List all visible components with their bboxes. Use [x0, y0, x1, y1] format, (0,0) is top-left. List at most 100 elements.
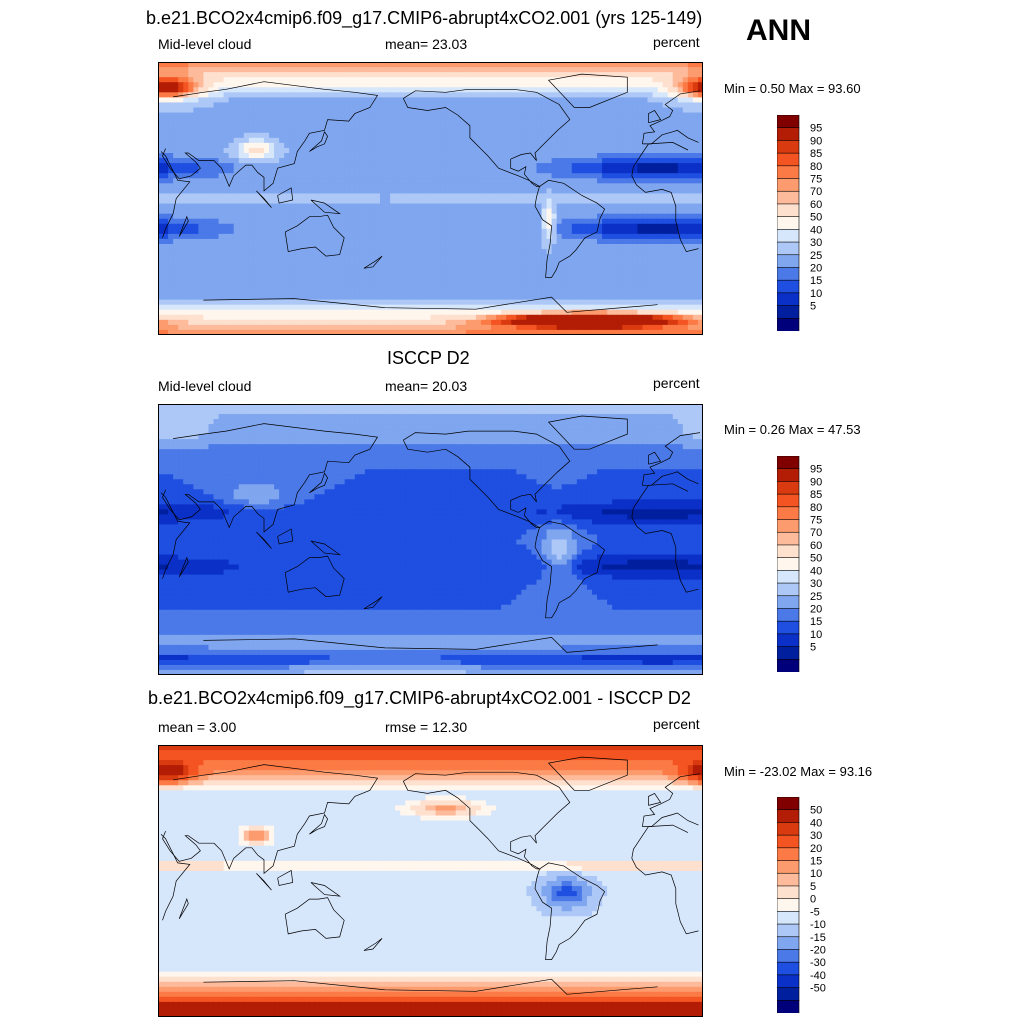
- colorbar-tick-label: 70: [810, 186, 822, 198]
- panel-model-mean-label: mean= 23.03: [385, 36, 468, 52]
- colorbar-tick-label: 60: [810, 199, 822, 211]
- colorbar-box: [777, 254, 800, 269]
- colorbar-box: [777, 974, 800, 989]
- coastlines: [160, 756, 701, 995]
- colorbar-box: [777, 911, 800, 925]
- panel-model-map: [158, 62, 703, 335]
- colorbar-box: [777, 822, 800, 836]
- colorbar-box: [777, 809, 800, 824]
- colorbar-tick-label: 0: [810, 894, 816, 906]
- colorbar-tick-label: -20: [810, 944, 826, 956]
- colorbar-box: [777, 620, 800, 635]
- colorbar-tick-label: 85: [810, 148, 822, 160]
- colorbar-tick-label: 50: [810, 212, 822, 224]
- colorbar-box: [777, 570, 800, 584]
- colorbar-tick-label: 75: [810, 174, 822, 186]
- colorbar-tick-label: 20: [810, 603, 822, 615]
- colorbar-tick-label: 10: [810, 629, 822, 641]
- colorbar-tick-label: 85: [810, 489, 822, 501]
- colorbar-tick-label: 5: [810, 301, 816, 313]
- panel-obs-map: [158, 404, 703, 675]
- panel-model-minmax: Min = 0.50 Max = 93.60: [724, 81, 861, 96]
- panel-diff-map: [158, 745, 703, 1017]
- colorbar-tick-label: -40: [810, 970, 826, 982]
- colorbar-tick-label: 50: [810, 805, 822, 817]
- colorbar-box: [777, 872, 800, 887]
- colorbar-tick-label: 25: [810, 250, 822, 262]
- colorbar-box: [777, 885, 800, 900]
- colorbar-box: [777, 961, 800, 976]
- colorbar-box: [777, 519, 800, 533]
- colorbar-tick-label: -50: [810, 983, 826, 995]
- colorbar-box: [777, 203, 800, 218]
- colorbar-tick-label: 5: [810, 642, 816, 654]
- colorbar-box: [777, 595, 800, 610]
- colorbar-tick-label: 25: [810, 591, 822, 603]
- field-contours: [158, 745, 703, 1017]
- colorbar-tick-label: 50: [810, 553, 822, 565]
- colorbar-box: [777, 140, 800, 154]
- colorbar-tick-label: 40: [810, 817, 822, 829]
- colorbar-box: [777, 531, 800, 546]
- colorbar-box: [777, 557, 800, 572]
- panel-model-units-label: percent: [653, 34, 700, 50]
- colorbar-tick-label: 5: [810, 881, 816, 893]
- colorbar-box: [777, 468, 800, 483]
- season-label: ANN: [746, 14, 811, 47]
- colorbar-box: [777, 506, 800, 521]
- panel-obs-title: ISCCP D2: [387, 348, 470, 368]
- colorbar-tick-label: 10: [810, 288, 822, 300]
- panel-obs-mean-label: mean= 20.03: [385, 378, 468, 394]
- field-contours: [158, 62, 703, 335]
- colorbar-box: [777, 898, 800, 913]
- colorbar-tick-label: 95: [810, 464, 822, 476]
- colorbar-tick-label: 95: [810, 123, 822, 135]
- colorbar-box: [777, 292, 800, 307]
- colorbar-box: [777, 279, 800, 294]
- colorbar-tick-label: 80: [810, 161, 822, 173]
- panel-model-title: b.e21.BCO2x4cmip6.f09_g17.CMIP6-abrupt4x…: [146, 8, 703, 28]
- colorbar-box: [777, 127, 800, 142]
- colorbar-box: [777, 797, 800, 811]
- colorbar-box: [777, 608, 800, 622]
- colorbar-box: [777, 987, 800, 1001]
- colorbar-box: [777, 216, 800, 231]
- colorbar-box: [777, 633, 800, 648]
- colorbar-box: [777, 178, 800, 192]
- coastlines: [160, 73, 701, 313]
- colorbar-box: [777, 267, 800, 281]
- colorbar-tick-label: -5: [810, 906, 820, 918]
- colorbar-box: [777, 999, 800, 1013]
- panel-diff-title: b.e21.BCO2x4cmip6.f09_g17.CMIP6-abrupt4x…: [148, 688, 691, 708]
- colorbar-box: [777, 847, 800, 862]
- map-frame: [158, 62, 703, 335]
- colorbar-box: [777, 544, 800, 559]
- colorbar-box: [777, 317, 800, 331]
- colorbar-tick-label: 30: [810, 830, 822, 842]
- colorbar-tick-label: 15: [810, 616, 822, 628]
- map-frame: [158, 745, 703, 1017]
- colorbar-tick-label: 30: [810, 578, 822, 590]
- colorbar-box: [777, 456, 800, 470]
- panel-model-left-label: Mid-level cloud: [158, 36, 252, 52]
- field-contours: [158, 404, 703, 675]
- colorbar-box: [777, 936, 800, 951]
- colorbar-tick-label: 20: [810, 843, 822, 855]
- panel-obs-units-label: percent: [653, 375, 700, 391]
- panel-obs-minmax: Min = 0.26 Max = 47.53: [724, 422, 861, 437]
- colorbar-box: [777, 658, 800, 672]
- colorbar-tick-label: 15: [810, 856, 822, 868]
- colorbar-tick-label: 15: [810, 275, 822, 287]
- colorbar-box: [777, 834, 800, 849]
- colorbar-tick-label: 90: [810, 135, 822, 147]
- colorbar-box: [777, 493, 800, 508]
- colorbar-box: [777, 190, 800, 205]
- colorbar-tick-label: 60: [810, 540, 822, 552]
- colorbar-tick-label: 75: [810, 515, 822, 527]
- panel-diff-units-label: percent: [653, 716, 700, 732]
- panel-diff-mean-label: mean = 3.00: [158, 719, 237, 735]
- colorbar-tick-label: 10: [810, 868, 822, 880]
